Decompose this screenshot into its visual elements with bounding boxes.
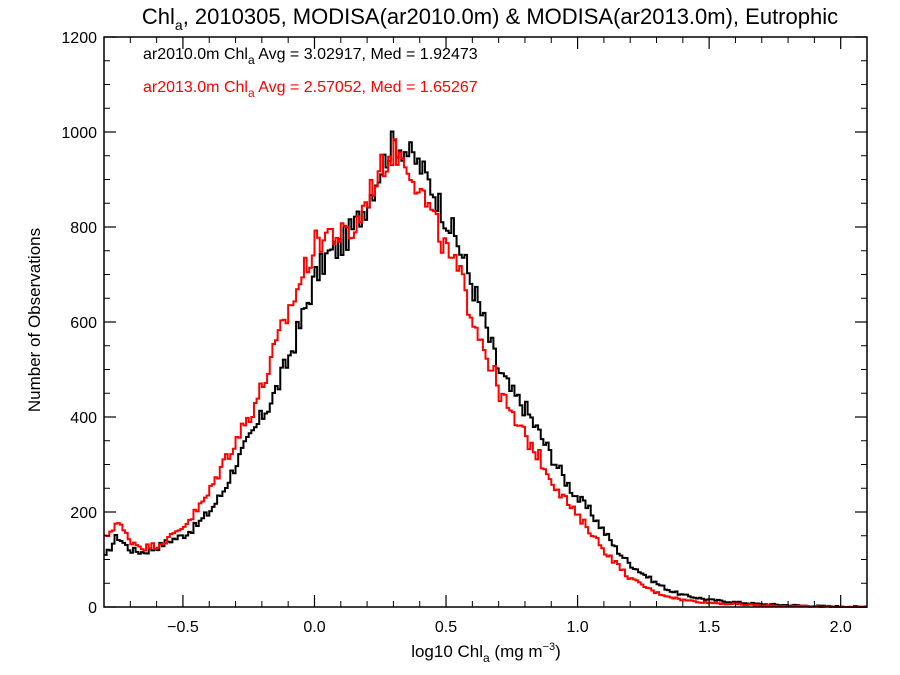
- chart-title: Chla, 2010305, MODISA(ar2010.0m) & MODIS…: [142, 4, 838, 33]
- legend-entry-ar2010: ar2010.0m Chla Avg = 3.02917, Med = 1.92…: [143, 46, 478, 67]
- y-tick-label: 0: [88, 600, 97, 617]
- y-tick-label: 400: [70, 410, 97, 427]
- x-axis-label: log10 Chla (mg m−3): [411, 641, 561, 665]
- axes-layer: −0.5 0.0 0.5 1.0 1.5 2.0 0 200 400 600 800 1000 1200: [61, 30, 868, 636]
- y-axis-label: Number of Observations: [25, 228, 44, 412]
- y-tick-label: 200: [70, 505, 97, 522]
- x-tick-label: 1.0: [566, 619, 588, 636]
- x-tick-label: 0.5: [435, 619, 457, 636]
- y-tick-label: 1000: [61, 125, 97, 142]
- x-tick-label: 2.0: [830, 619, 852, 636]
- x-tick-label: 0.0: [303, 619, 325, 636]
- series-layer: [104, 130, 867, 608]
- plot-frame: [103, 36, 868, 608]
- legend-entry-ar2013: ar2013.0m Chla Avg = 2.57052, Med = 1.65…: [143, 79, 478, 100]
- x-tick-label: 1.5: [698, 619, 720, 636]
- y-tick-label: 1200: [61, 30, 97, 47]
- y-tick-label: 600: [70, 315, 97, 332]
- histogram-series-0: [104, 130, 867, 608]
- histogram-series-1: [104, 138, 867, 608]
- y-tick-label: 800: [70, 220, 97, 237]
- x-tick-label: −0.5: [167, 619, 199, 636]
